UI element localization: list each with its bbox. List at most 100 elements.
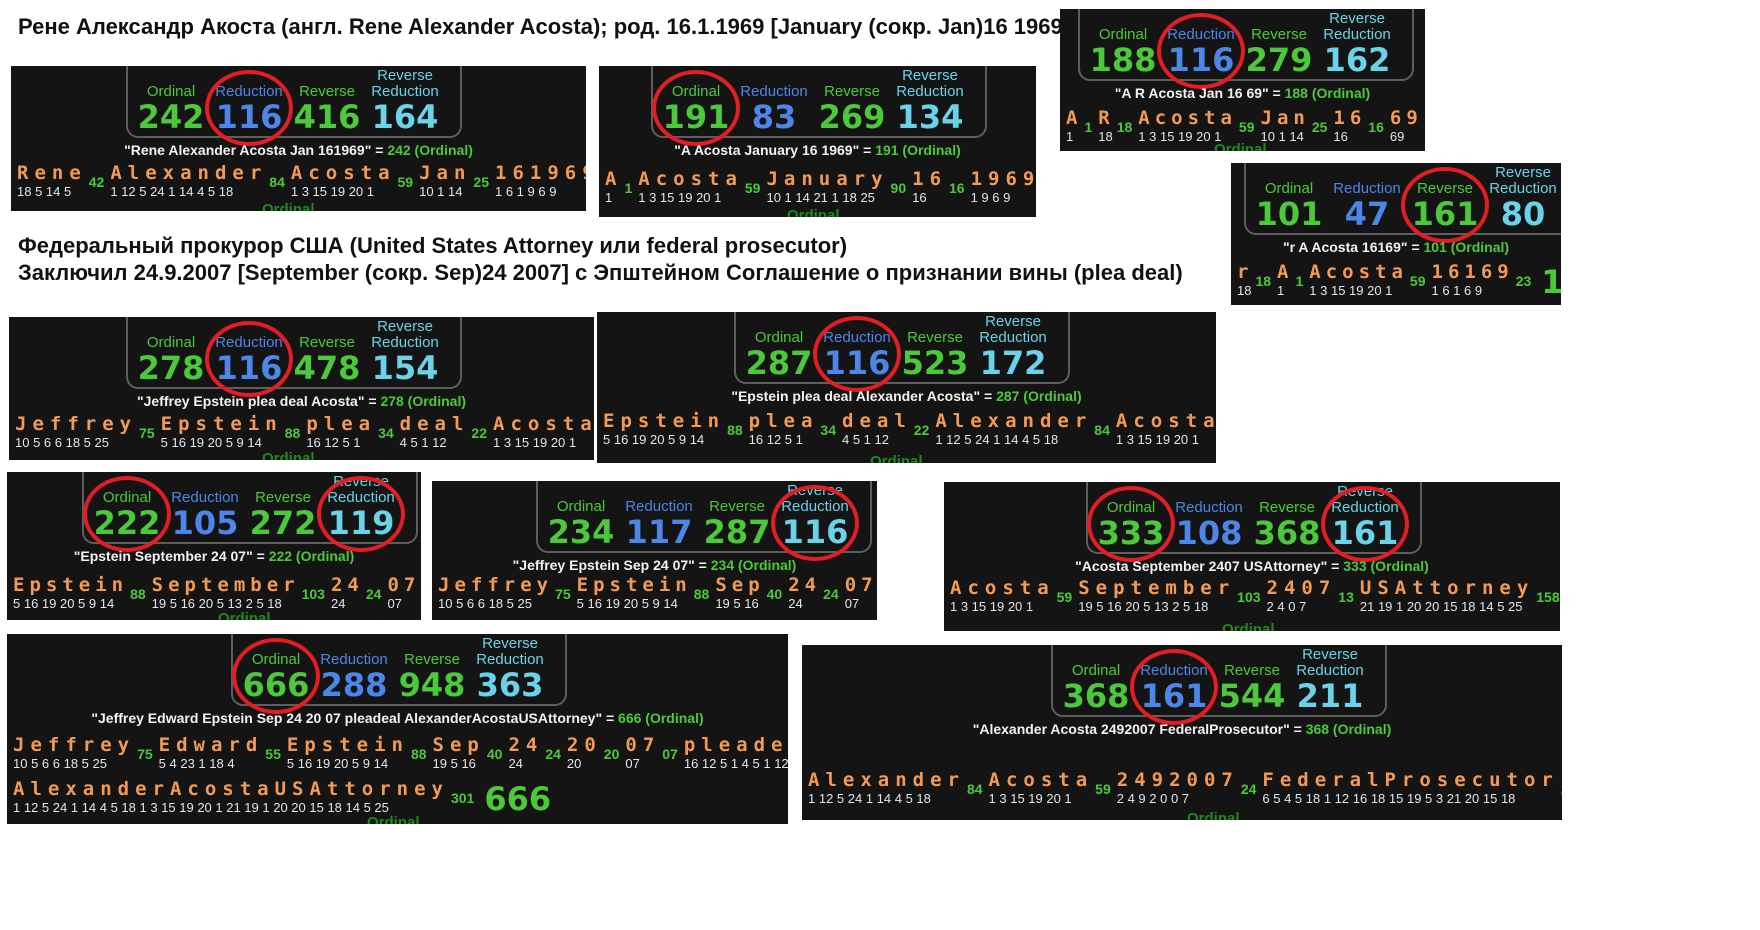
word-sum: 88 <box>693 586 710 602</box>
reduction-label: Reduction <box>625 498 693 515</box>
total-value: 10 <box>1541 263 1561 301</box>
reverse-reduction-stat: Reverse Reduction 162 <box>1314 9 1400 78</box>
word-sum: 25 <box>473 174 489 190</box>
word-breakdown: Acosta 1 3 15 19 20 1 <box>1116 410 1216 448</box>
word-sum: 59 <box>744 180 761 196</box>
word-breakdown: deal 4 5 1 12 <box>842 410 912 448</box>
letter-values: 24 <box>508 756 523 771</box>
letter-values: 16 12 5 1 <box>306 435 361 450</box>
gematria-panel: Ordinal 287 Reduction 116 Reverse 523 Reverse … <box>597 312 1216 463</box>
word-letters: 07 <box>844 574 877 596</box>
word-breakdown: January 10 1 14 21 1 18 25 <box>766 168 888 206</box>
word-breakdown: r 18 <box>1237 261 1253 299</box>
word-letters: Acosta <box>1309 261 1408 283</box>
letter-values: 1 <box>1066 129 1074 144</box>
word-breakdown: R 18 <box>1098 107 1114 145</box>
word-breakdown: Epstein 5 16 19 20 5 9 14 <box>577 574 692 612</box>
letter-values: 16 <box>1333 129 1348 144</box>
word-letters: 2492007 <box>1116 769 1239 791</box>
word-sum: 24 <box>823 586 839 602</box>
letter-values: 07 <box>844 596 860 611</box>
letter-values: 10 1 14 <box>419 184 463 199</box>
word-letters: Acosta <box>988 769 1094 791</box>
word-sum: 22 <box>471 425 487 441</box>
reverse-reduction-label: Reverse Reduction <box>371 67 439 100</box>
letter-values: 5 16 19 20 5 9 14 <box>160 435 262 450</box>
word-letters: Acosta <box>950 577 1055 599</box>
word-letters: 07 <box>625 734 661 756</box>
word-row: Rene 18 5 14 5 42 Alexander 1 12 5 24 1 14 4… <box>11 162 586 200</box>
word-breakdown: 69 69 <box>1390 107 1423 145</box>
word-letters: September <box>151 574 300 596</box>
word-row: Jeffrey 10 5 6 6 18 5 25 75 Epstein 5 16 19 … <box>432 574 877 612</box>
letter-values: 5 16 19 20 5 9 14 <box>286 756 389 771</box>
word-letters: Sep <box>715 574 765 596</box>
letter-values: 1 3 15 19 20 1 <box>1115 432 1200 447</box>
word-letters: 07 <box>387 574 421 596</box>
ordinal-value: 368 <box>1062 677 1130 715</box>
word-letters: Acosta <box>290 162 396 184</box>
footer-label: Ordinal <box>218 610 271 620</box>
word-letters: Alexander <box>110 162 268 184</box>
phrase-value: 666 (Ordinal) <box>618 710 704 726</box>
reduction-value: 83 <box>751 98 797 136</box>
ordinal-stat: Ordinal 278 <box>128 317 214 386</box>
results-box <box>734 312 1070 384</box>
letter-values: 10 1 14 21 1 18 25 <box>766 190 875 205</box>
word-letters: R <box>1098 107 1115 129</box>
word-row: Acosta 1 3 15 19 20 1 59 September 19 5 16 2… <box>944 577 1560 615</box>
reduction-stat: Reduction 105 <box>162 472 248 541</box>
word-row: AlexanderAcostaUSAttorney 1 12 5 24 1 14 … <box>7 778 551 818</box>
word-breakdown: Epstein 5 16 19 20 5 9 14 <box>287 734 409 772</box>
reduction-value: 117 <box>625 513 693 551</box>
letter-values: 5 16 19 20 5 9 14 <box>603 432 705 447</box>
word-breakdown: 16169 1 6 1 6 9 <box>1432 261 1514 299</box>
gematria-panel: Ordinal 333 Reduction 108 Reverse 368 Reverse … <box>944 482 1560 631</box>
letter-values: 4 5 1 12 <box>842 432 889 447</box>
word-letters: 161969 <box>495 162 586 184</box>
phrase-caption: "A R Acosta Jan 16 69" = 188 (Ordinal) <box>1060 85 1425 101</box>
ordinal-stat: Ordinal 188 <box>1080 9 1166 78</box>
letter-values: 1 3 15 19 20 1 <box>290 184 375 199</box>
word-sum: 18 <box>1116 119 1133 135</box>
footer-label: Ordinal <box>262 201 315 211</box>
word-letters: Jeffrey <box>438 574 554 596</box>
reverse-label: Reverse <box>1224 662 1280 679</box>
letter-values: 16 12 5 1 4 5 1 12 <box>683 756 788 771</box>
word-breakdown: September 19 5 16 20 5 13 2 5 18 <box>1078 577 1235 615</box>
word-sum: 1 <box>1295 273 1304 289</box>
phrase-caption: "Rene Alexander Acosta Jan 161969" = 242… <box>11 142 586 158</box>
word-sum: 201 <box>1561 781 1562 797</box>
reverse-reduction-stat: Reverse Reduction 154 <box>362 317 448 386</box>
letter-values: 69 <box>1389 129 1405 144</box>
word-letters: USAttorney <box>1359 577 1535 599</box>
letter-values: 24 <box>330 596 346 611</box>
word-letters: 16 <box>1333 107 1367 129</box>
letter-values: 1 3 15 19 20 1 <box>1309 283 1393 298</box>
reverse-value: 523 <box>901 344 969 382</box>
letter-values: 5 4 23 1 18 4 <box>158 756 235 771</box>
word-breakdown: plea 16 12 5 1 <box>306 413 376 451</box>
gematria-panel: Ordinal 101 Reduction 47 Reverse 161 Reverse R… <box>1231 163 1561 305</box>
gematria-panel: Ordinal 234 Reduction 117 Reverse 287 Reverse … <box>432 481 877 620</box>
reduction-label: Reduction <box>1333 180 1401 197</box>
phrase-caption: "Jeffrey Epstein Sep 24 07" = 234 (Ordin… <box>432 557 877 573</box>
reverse-stat: Reverse 287 <box>694 481 780 550</box>
reverse-reduction-stat: Reverse Reduction 211 <box>1287 645 1373 714</box>
letter-values: 1 3 15 19 20 1 <box>988 791 1072 806</box>
word-sum: 34 <box>820 422 836 438</box>
word-breakdown: 07 07 <box>625 734 660 772</box>
word-sum: 84 <box>966 781 983 797</box>
reverse-value: 948 <box>398 666 466 704</box>
word-breakdown: Sep 19 5 16 <box>433 734 485 772</box>
word-sum: 22 <box>913 422 930 438</box>
letter-values: 10 1 14 <box>1260 129 1304 144</box>
word-row: A 1 1 Acosta 1 3 15 19 20 1 59 January 10 1 14 … <box>599 168 1036 206</box>
letter-values: 19 5 16 20 5 13 2 5 18 <box>1078 599 1209 614</box>
word-row: Epstein 5 16 19 20 5 9 14 88 September 19 5 … <box>7 574 421 612</box>
word-letters: plea <box>306 413 377 435</box>
reverse-reduction-stat: Reverse Reduction 80 <box>1480 163 1561 232</box>
reverse-value: 416 <box>293 98 361 136</box>
